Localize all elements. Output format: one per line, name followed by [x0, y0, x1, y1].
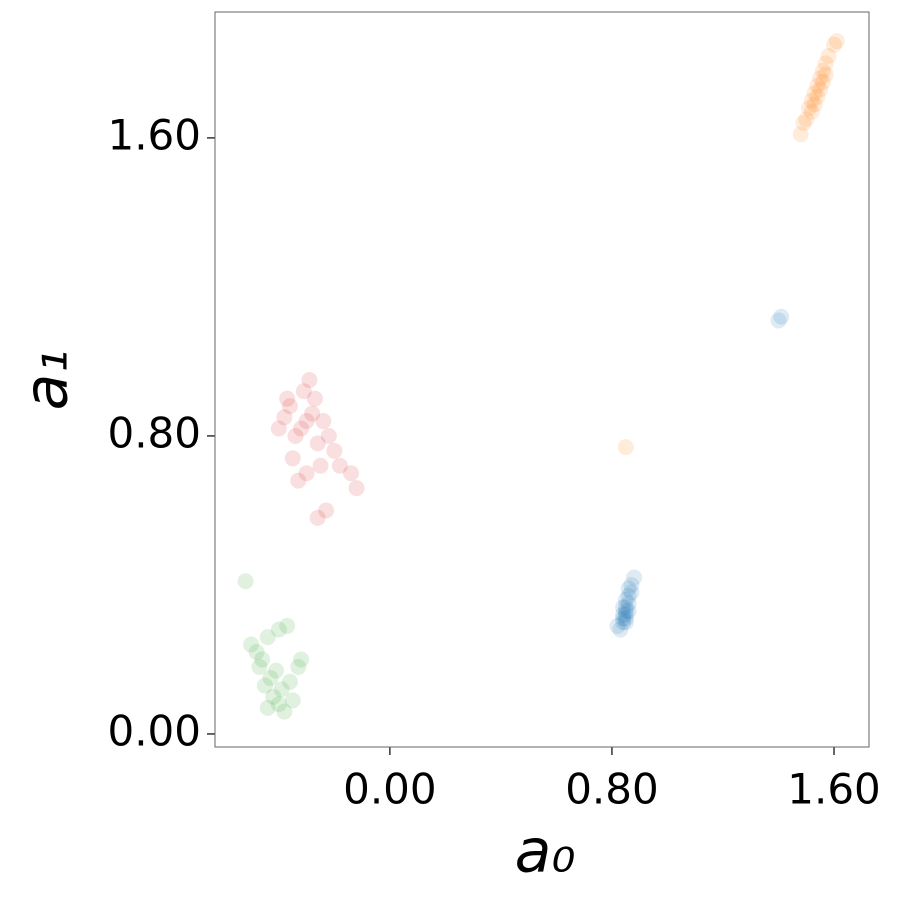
point	[270, 696, 287, 713]
y-tick-label: 1.60	[107, 110, 201, 159]
point	[259, 629, 276, 646]
point	[820, 47, 837, 64]
point	[620, 588, 637, 605]
point	[273, 681, 290, 698]
point	[798, 111, 815, 128]
point	[812, 70, 829, 87]
point	[268, 662, 285, 679]
point	[812, 81, 829, 98]
point	[256, 677, 273, 694]
point	[803, 92, 820, 109]
point	[284, 692, 301, 709]
point	[795, 115, 812, 132]
point	[809, 77, 826, 94]
point	[254, 651, 271, 668]
point	[276, 703, 293, 720]
point	[270, 621, 287, 638]
point	[251, 658, 268, 675]
point	[284, 450, 301, 467]
point	[806, 85, 823, 102]
point	[304, 405, 321, 422]
point	[290, 472, 307, 489]
point	[318, 502, 335, 519]
point	[270, 420, 287, 437]
point	[312, 457, 329, 474]
point	[617, 599, 634, 616]
point	[259, 699, 276, 716]
point	[826, 36, 843, 53]
point	[615, 610, 632, 627]
point	[290, 658, 307, 675]
point	[279, 617, 296, 634]
point	[293, 651, 310, 668]
point	[612, 621, 629, 638]
point	[281, 673, 298, 690]
point	[293, 420, 310, 437]
point	[315, 413, 332, 430]
x-axis-label: a₀	[515, 817, 576, 887]
point	[623, 584, 640, 601]
point	[814, 62, 831, 79]
point	[243, 636, 260, 653]
point	[237, 573, 254, 590]
point	[265, 688, 282, 705]
point	[617, 610, 634, 627]
point	[301, 372, 318, 389]
plot-frame	[214, 11, 870, 748]
point	[828, 33, 845, 50]
point	[276, 409, 293, 426]
y-tick-label: 0.00	[107, 706, 201, 755]
point	[620, 603, 637, 620]
point	[620, 580, 637, 597]
point	[814, 74, 831, 91]
point	[801, 100, 818, 117]
point	[617, 614, 634, 631]
point	[770, 312, 787, 329]
point	[617, 603, 634, 620]
x-tick-label: 0.80	[565, 765, 659, 814]
point	[617, 591, 634, 608]
point	[326, 442, 343, 459]
point	[248, 644, 265, 661]
point	[803, 103, 820, 120]
point	[792, 126, 809, 143]
point	[262, 670, 279, 687]
point	[309, 509, 326, 526]
point	[615, 599, 632, 616]
point	[817, 55, 834, 72]
point	[620, 595, 637, 612]
point	[615, 606, 632, 623]
point	[809, 88, 826, 105]
point	[617, 439, 634, 456]
point	[306, 390, 323, 407]
x-tick-label: 0.00	[343, 765, 437, 814]
point	[331, 457, 348, 474]
point	[617, 606, 634, 623]
point	[287, 427, 304, 444]
y-axis-label: a₁	[12, 350, 82, 411]
point	[295, 383, 312, 400]
point	[298, 465, 315, 482]
point	[623, 576, 640, 593]
point	[348, 480, 365, 497]
point	[309, 435, 326, 452]
y-tick-label: 0.80	[107, 408, 201, 457]
point	[773, 308, 790, 325]
point	[343, 465, 360, 482]
x-tick-label: 1.60	[787, 765, 881, 814]
point	[279, 390, 296, 407]
point	[806, 96, 823, 113]
point	[615, 614, 632, 631]
point	[817, 66, 834, 83]
point	[626, 569, 643, 586]
point	[320, 427, 337, 444]
point	[298, 413, 315, 430]
point	[609, 617, 626, 634]
point	[281, 398, 298, 415]
